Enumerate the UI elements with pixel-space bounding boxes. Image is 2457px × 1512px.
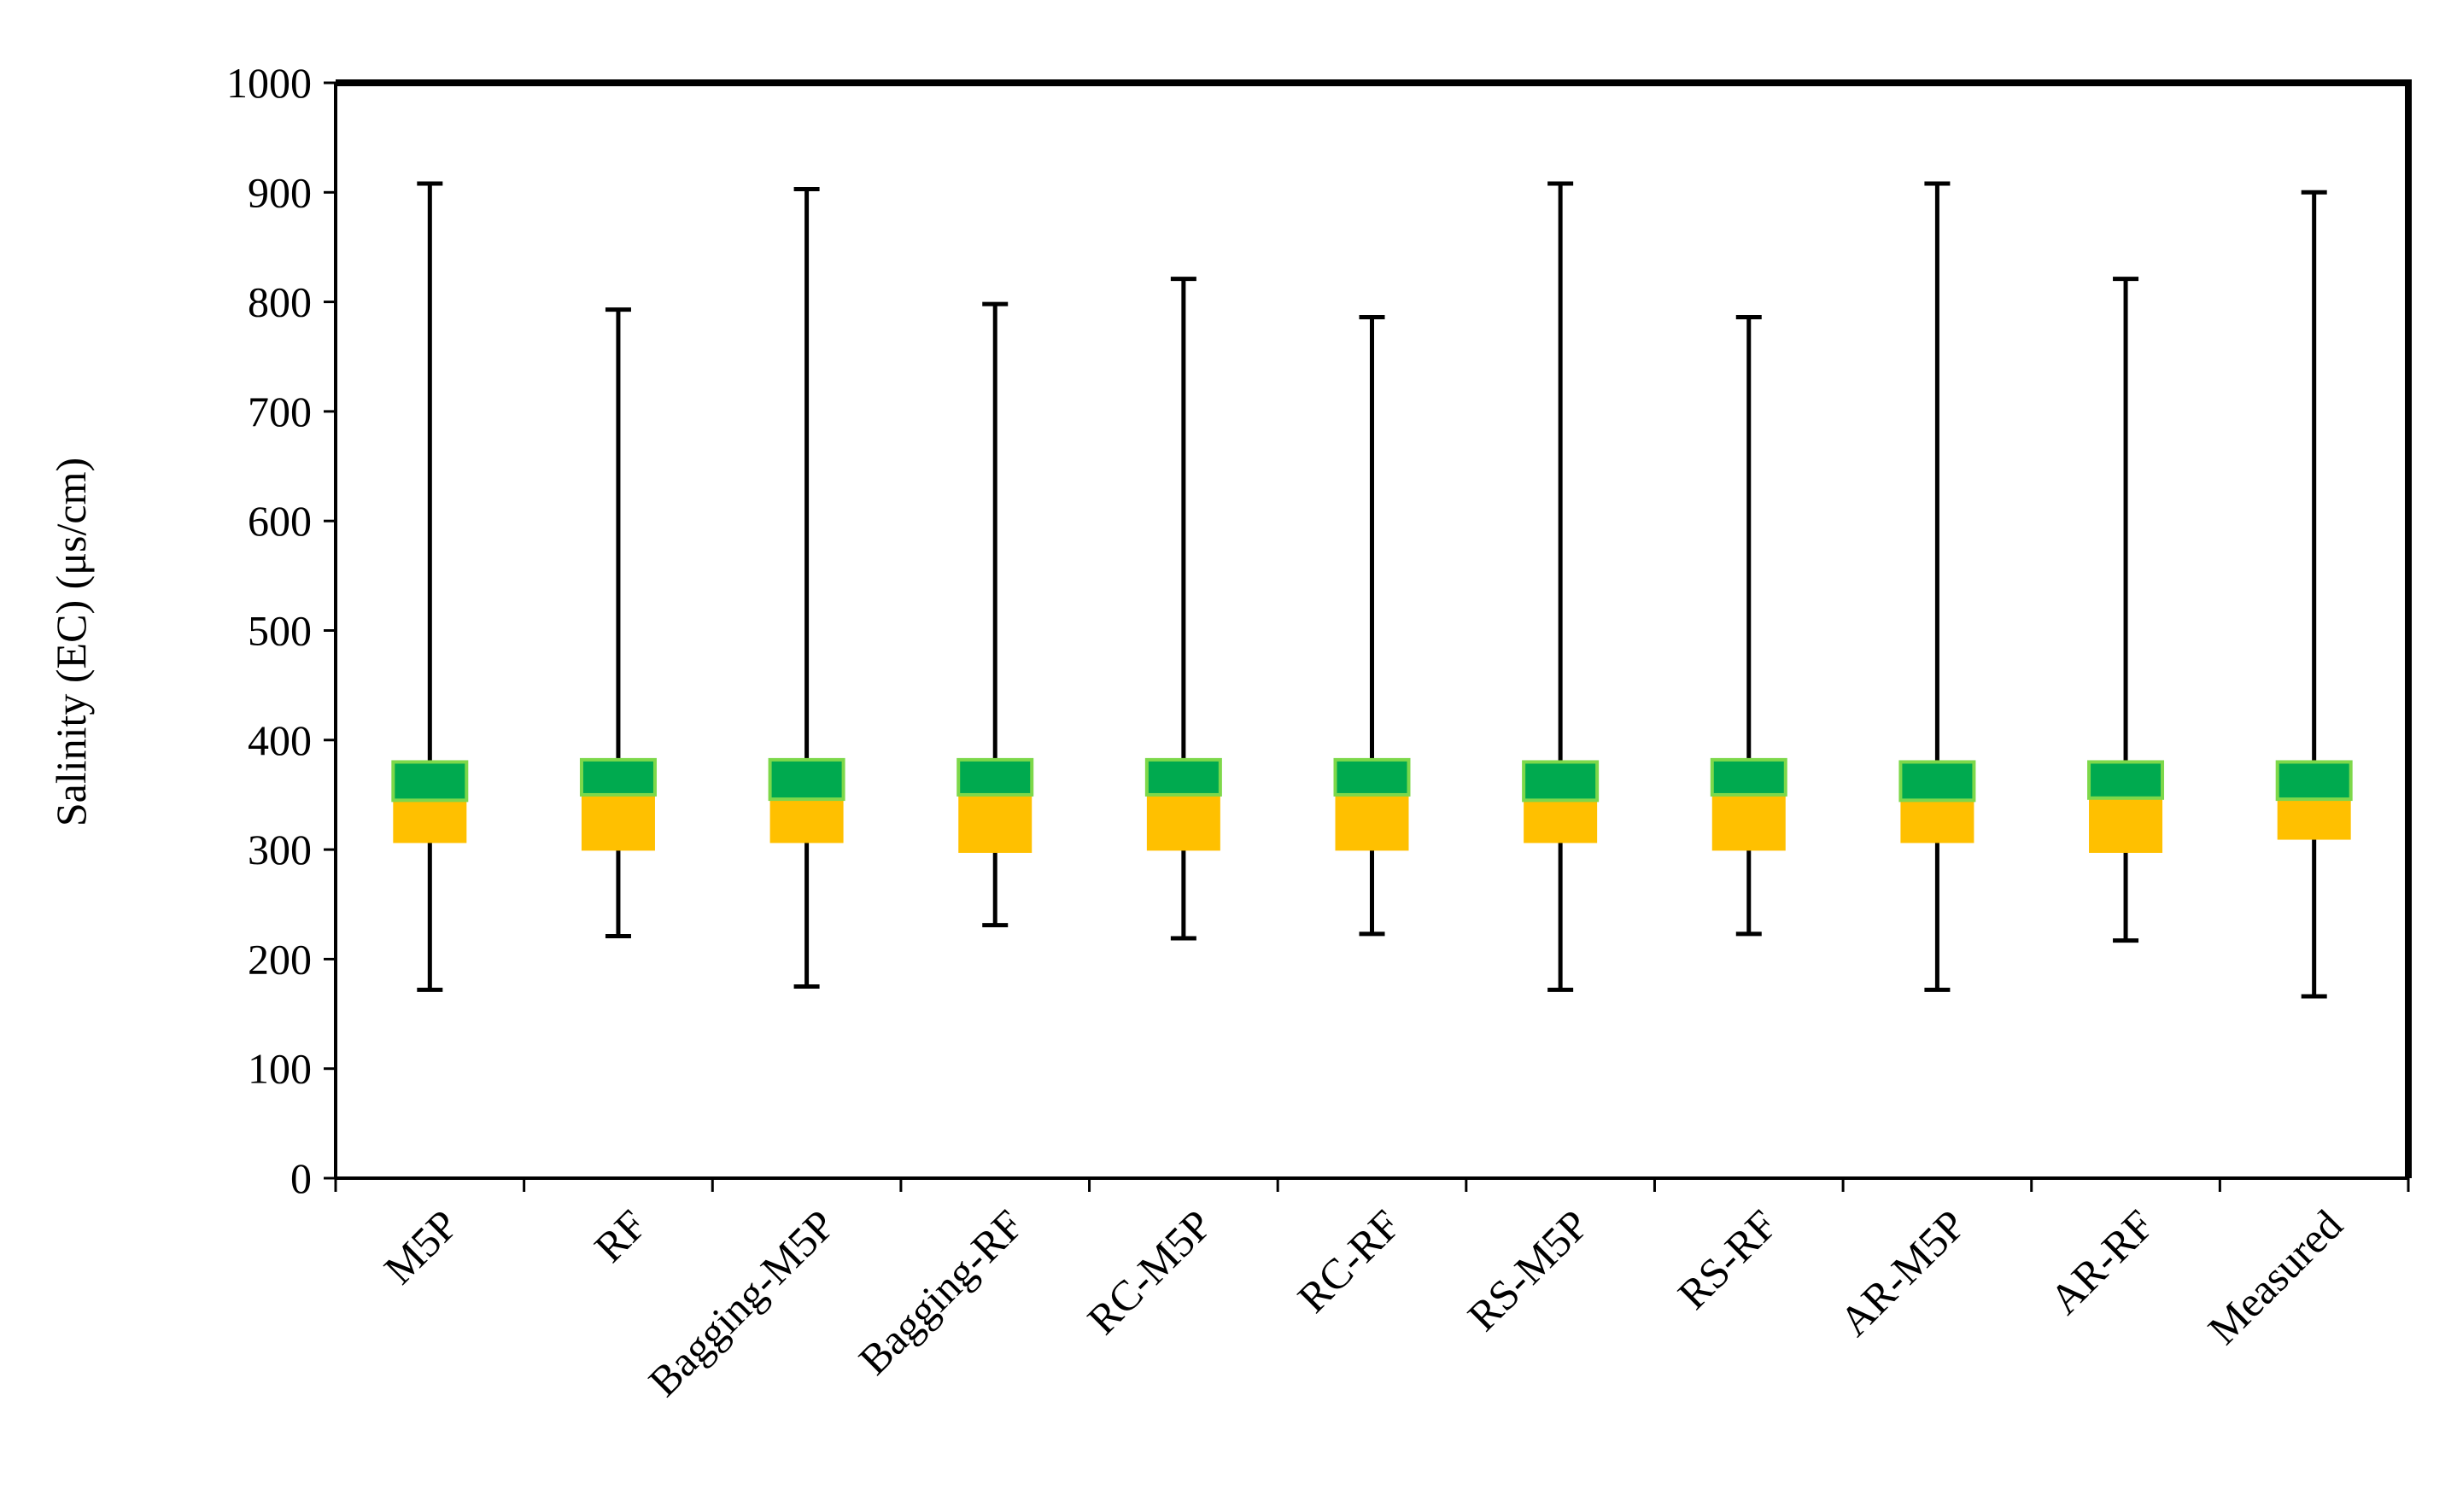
- box-ar-m5p: [1898, 181, 1976, 992]
- y-tick-label: 1000: [226, 59, 312, 107]
- box-upper-median-q3: [1333, 757, 1411, 797]
- y-axis-title: Salinity (EC) (μs/cm): [47, 458, 95, 826]
- y-tick-label: 500: [248, 607, 312, 655]
- box-lower-q1-median: [2089, 797, 2163, 853]
- box-upper-median-q3: [579, 757, 657, 797]
- y-tick-label: 100: [248, 1045, 312, 1093]
- y-tick-label: 400: [248, 716, 312, 764]
- box-lower-q1-median: [393, 800, 467, 844]
- box-lower-q1-median: [1524, 800, 1598, 844]
- box-rs-m5p: [1522, 181, 1600, 992]
- box-lower-q1-median: [581, 794, 655, 851]
- box-measured: [2275, 190, 2353, 999]
- y-tick-label: 900: [248, 168, 312, 216]
- box-upper-median-q3: [2087, 760, 2165, 800]
- box-rf: [579, 307, 657, 938]
- x-tick-label: RS-M5P: [1459, 1200, 1598, 1340]
- x-tick-label: AR-RF: [2040, 1200, 2163, 1323]
- box-lower-q1-median: [2277, 799, 2351, 840]
- x-tick-label: RC-RF: [1288, 1200, 1409, 1322]
- y-tick-label: 300: [248, 826, 312, 873]
- x-tick-label: AR-M5P: [1830, 1200, 1974, 1345]
- box-rc-rf: [1333, 315, 1411, 937]
- box-upper-median-q3: [1522, 760, 1600, 803]
- y-tick-label: 0: [290, 1154, 312, 1202]
- box-upper-median-q3: [1144, 757, 1222, 797]
- box-m5p: [391, 181, 469, 992]
- box-upper-median-q3: [768, 757, 845, 802]
- x-tick-label: RS-RF: [1669, 1200, 1787, 1318]
- box-upper-median-q3: [391, 760, 469, 803]
- box-upper-median-q3: [1710, 757, 1787, 797]
- x-tick-label: Measured: [2198, 1200, 2351, 1353]
- box-lower-q1-median: [1146, 794, 1220, 851]
- box-rs-rf: [1710, 315, 1787, 937]
- box-bagging-rf: [956, 301, 1034, 928]
- box-ar-rf: [2087, 277, 2165, 943]
- y-axis: 0 100 200 300 400 500 600 700 800 900 1000: [226, 59, 336, 1202]
- box-lower-q1-median: [1335, 794, 1409, 851]
- box-lower-q1-median: [769, 799, 844, 844]
- box-lower-q1-median: [958, 794, 1033, 853]
- x-tick-label: Bagging-RF: [850, 1200, 1033, 1383]
- box-upper-median-q3: [2275, 760, 2353, 802]
- box-lower-q1-median: [1900, 800, 1974, 844]
- box-upper-median-q3: [1898, 760, 1976, 803]
- box-rc-m5p: [1144, 277, 1222, 941]
- y-tick-label: 800: [248, 278, 312, 326]
- y-tick-label: 600: [248, 497, 312, 545]
- x-tick-label: Bagging-M5P: [639, 1200, 844, 1405]
- boxes: [391, 181, 2353, 999]
- x-tick-label: M5P: [375, 1200, 467, 1293]
- box-bagging-m5p: [768, 186, 845, 989]
- x-tick-label: RC-M5P: [1078, 1200, 1220, 1343]
- x-tick-label: RF: [585, 1200, 656, 1271]
- y-tick-label: 200: [248, 935, 312, 983]
- box-upper-median-q3: [956, 757, 1034, 797]
- y-tick-label: 700: [248, 388, 312, 435]
- box-lower-q1-median: [1711, 794, 1786, 851]
